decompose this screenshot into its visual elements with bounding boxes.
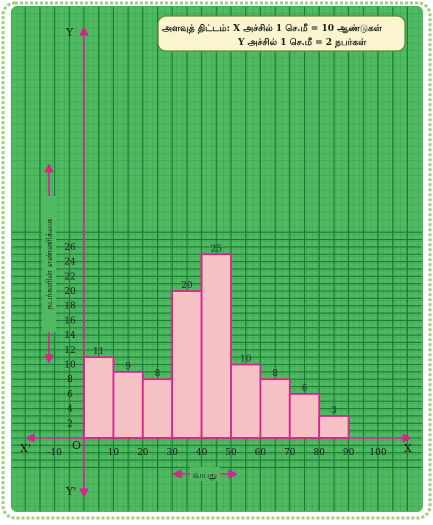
y-tick-label: 20 bbox=[64, 287, 76, 297]
histogram-bar bbox=[141, 378, 174, 439]
histogram-bar bbox=[83, 356, 115, 439]
y-tick-label: 16 bbox=[64, 316, 76, 326]
histogram-bar bbox=[171, 290, 203, 439]
histogram-bar bbox=[318, 415, 350, 439]
y-tick-label: 8 bbox=[67, 375, 73, 385]
y-tick-label: 4 bbox=[67, 405, 73, 415]
x-tick-label: 50 bbox=[225, 448, 237, 458]
histogram-bar bbox=[200, 253, 232, 439]
y-tick-label: 2 bbox=[67, 419, 73, 429]
x-tick-label: 90 bbox=[343, 448, 355, 458]
scale-line-2: Y அச்சில் 1 செ.மீ = 2 நபர்கள் bbox=[237, 37, 367, 48]
bar-value-label: 9 bbox=[125, 362, 131, 372]
y-axis-title: நபர்களின் எண்ணிக்கை bbox=[45, 218, 55, 310]
y-tick-label: 6 bbox=[67, 390, 73, 400]
x-tick-label: -10 bbox=[47, 448, 62, 458]
y-tick-label: 12 bbox=[64, 346, 75, 356]
x-tick-label: 100 bbox=[369, 448, 386, 458]
y-tick-label: 24 bbox=[64, 258, 76, 268]
bar-value-label: 11 bbox=[93, 347, 104, 357]
bar-value-label: 8 bbox=[155, 369, 161, 379]
histogram-bar bbox=[288, 392, 321, 439]
bar-value-label: 6 bbox=[302, 384, 308, 394]
bar-value-label: 25 bbox=[211, 244, 223, 254]
bar-value-label: 10 bbox=[240, 355, 252, 365]
ylabel-bg bbox=[42, 196, 56, 332]
y-tick-label: 26 bbox=[64, 243, 76, 253]
axis-letter-x-neg: X' bbox=[20, 442, 31, 455]
axis-letter-y: Y bbox=[65, 26, 74, 39]
x-tick-label: 40 bbox=[196, 448, 208, 458]
x-tick-label: 70 bbox=[284, 448, 296, 458]
scale-legend-box: அளவுத் திட்டம்: X அச்சில் 1 செ.மீ = 10 ஆ… bbox=[157, 15, 406, 52]
bar-value-label: 3 bbox=[331, 406, 337, 416]
x-tick-label: 60 bbox=[255, 448, 267, 458]
y-tick-label: 22 bbox=[64, 272, 75, 282]
bar-value-label: 8 bbox=[272, 369, 278, 379]
y-tick-label: 10 bbox=[64, 361, 76, 371]
x-tick-label: 20 bbox=[137, 448, 149, 458]
x-axis-title: வயது bbox=[193, 471, 217, 481]
x-tick-labels: -10 10 20 30 40 50 60 70 80 90 100 bbox=[47, 448, 387, 458]
histogram-bar bbox=[112, 370, 144, 439]
x-tick-label: 80 bbox=[313, 448, 325, 458]
xlabel-bg bbox=[190, 467, 220, 481]
x-tick-label: 30 bbox=[166, 448, 178, 458]
y-tick-label: 18 bbox=[64, 302, 76, 312]
histogram-bar bbox=[230, 363, 262, 439]
x-tick-label: 10 bbox=[108, 448, 120, 458]
y-tick-label: 14 bbox=[64, 331, 76, 341]
axis-letter-y-neg: Y' bbox=[65, 485, 76, 498]
origin-label: O bbox=[72, 439, 81, 452]
histogram-bar bbox=[259, 378, 291, 439]
bar-labels-group: 11 9 8 20 25 10 8 6 3 bbox=[93, 244, 337, 416]
scale-line-1: அளவுத் திட்டம்: X அச்சில் 1 செ.மீ = 10 ஆ… bbox=[162, 23, 383, 34]
bar-value-label: 20 bbox=[181, 281, 193, 291]
axis-letter-x: X bbox=[404, 442, 412, 455]
